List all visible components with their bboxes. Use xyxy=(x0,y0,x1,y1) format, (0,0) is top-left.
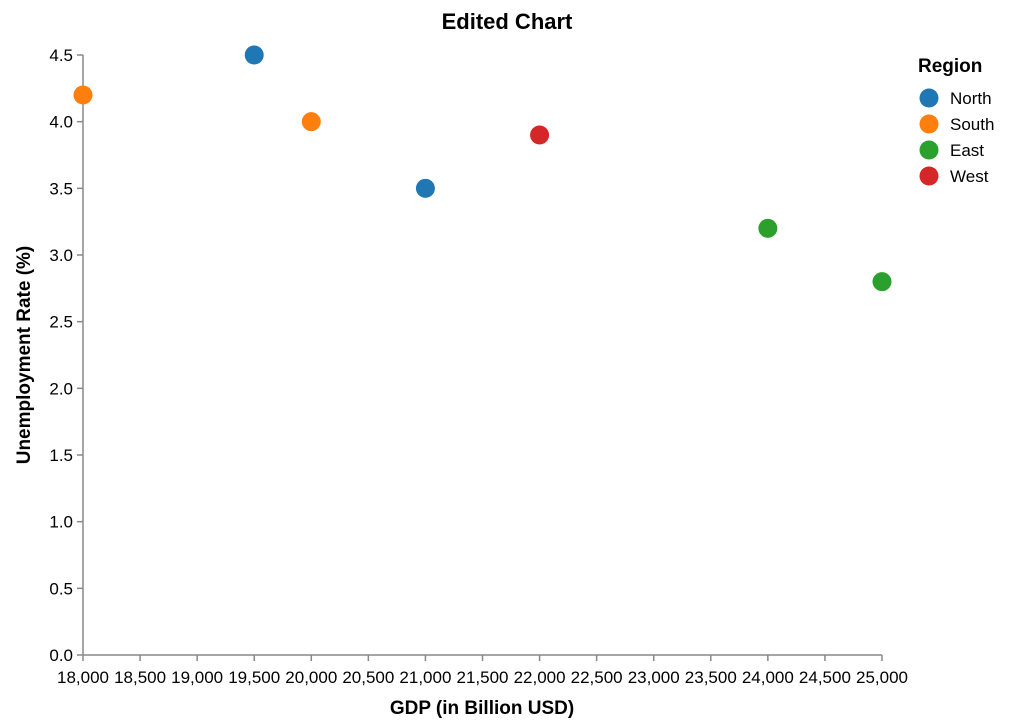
legend-label-south: South xyxy=(950,115,994,134)
x-tick-label: 24,000 xyxy=(742,668,794,687)
x-tick-label: 22,000 xyxy=(514,668,566,687)
x-axis: 18,000 18,500 19,000 19,500 20,000 20,500 21,0… xyxy=(57,654,908,687)
data-point-north xyxy=(244,45,264,65)
y-axis-title: Unemployment Rate (%) xyxy=(14,246,35,465)
legend-swatch-south xyxy=(919,114,939,134)
y-tick-label: 0.0 xyxy=(49,646,73,665)
legend-label-north: North xyxy=(950,89,992,108)
x-tick-label: 23,000 xyxy=(628,668,680,687)
data-point-north xyxy=(415,178,435,198)
x-tick-label: 24,500 xyxy=(799,668,851,687)
legend-swatch-north xyxy=(919,88,939,108)
legend-label-west: West xyxy=(950,167,989,186)
legend-label-east: East xyxy=(950,141,984,160)
chart-title: Edited Chart xyxy=(442,9,573,34)
data-point-east xyxy=(872,272,892,292)
x-tick-label: 20,500 xyxy=(342,668,394,687)
y-tick-label: 3.0 xyxy=(49,246,73,265)
y-tick-label: 0.5 xyxy=(49,579,73,598)
x-tick-label: 25,000 xyxy=(856,668,908,687)
data-point-south xyxy=(73,85,93,105)
y-tick-label: 1.0 xyxy=(49,513,73,532)
x-tick-label: 19,000 xyxy=(171,668,223,687)
x-axis-title: GDP (in Billion USD) xyxy=(390,698,574,719)
y-tick-label: 4.0 xyxy=(49,113,73,132)
legend-title: Region xyxy=(918,56,982,77)
x-tick-label: 20,000 xyxy=(285,668,337,687)
data-points xyxy=(73,45,892,292)
y-tick-label: 1.5 xyxy=(49,446,73,465)
x-tick-label: 19,500 xyxy=(228,668,280,687)
y-tick-label: 2.0 xyxy=(49,379,73,398)
legend: Region North South East West xyxy=(918,56,994,186)
x-tick-label: 21,500 xyxy=(457,668,509,687)
data-point-east xyxy=(758,218,778,238)
data-point-west xyxy=(530,125,550,145)
x-tick-label: 23,500 xyxy=(685,668,737,687)
legend-swatch-east xyxy=(919,140,939,160)
y-tick-label: 4.5 xyxy=(49,46,73,65)
y-axis: 0.0 0.5 1.0 1.5 2.0 2.5 3.0 3.5 4.0 4.5 xyxy=(49,46,84,665)
data-point-south xyxy=(301,112,321,132)
x-tick-label: 21,000 xyxy=(399,668,451,687)
x-tick-label: 18,500 xyxy=(114,668,166,687)
x-tick-label: 22,500 xyxy=(571,668,623,687)
legend-swatch-west xyxy=(919,166,939,186)
y-tick-label: 3.5 xyxy=(49,179,73,198)
x-tick-label: 18,000 xyxy=(57,668,109,687)
y-tick-label: 2.5 xyxy=(49,313,73,332)
